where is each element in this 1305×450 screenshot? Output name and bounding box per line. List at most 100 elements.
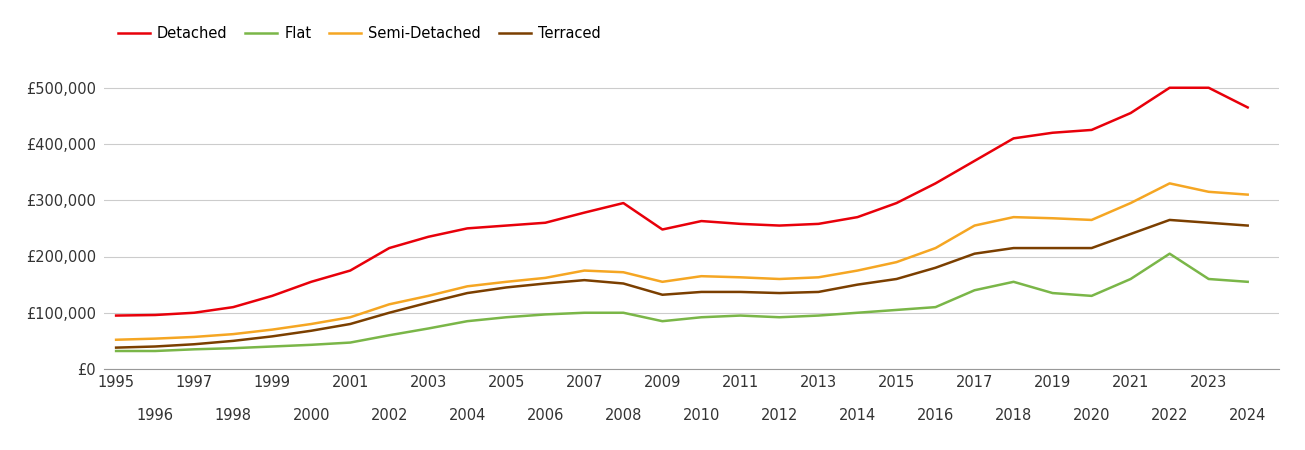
Detached (1083, 127, 1099, 133)
Semi-Detached (226, 331, 241, 337)
Flat (1083, 293, 1099, 299)
Flat (732, 313, 748, 318)
Semi-Detached (499, 279, 514, 284)
Flat (616, 310, 632, 315)
Terraced (693, 289, 709, 295)
Flat (187, 346, 202, 352)
Terraced (967, 251, 983, 256)
Semi-Detached (1045, 216, 1061, 221)
Semi-Detached (538, 275, 553, 281)
Semi-Detached (810, 274, 826, 280)
Semi-Detached (928, 245, 944, 251)
Detached (655, 227, 671, 232)
Line: Semi-Detached: Semi-Detached (116, 184, 1248, 340)
Detached (1201, 85, 1216, 90)
Semi-Detached (616, 270, 632, 275)
Terraced (342, 321, 358, 327)
Semi-Detached (303, 321, 318, 327)
Terraced (732, 289, 748, 295)
Semi-Detached (693, 274, 709, 279)
Terraced (771, 290, 787, 296)
Detached (459, 225, 475, 231)
Text: 2006: 2006 (527, 408, 564, 423)
Detached (889, 200, 904, 206)
Detached (616, 200, 632, 206)
Detached (147, 312, 163, 318)
Legend: Detached, Flat, Semi-Detached, Terraced: Detached, Flat, Semi-Detached, Terraced (112, 20, 607, 47)
Terraced (499, 285, 514, 290)
Detached (108, 313, 124, 318)
Text: 2018: 2018 (994, 408, 1032, 423)
Semi-Detached (265, 327, 281, 332)
Detached (693, 218, 709, 224)
Flat (1122, 276, 1138, 282)
Semi-Detached (1122, 200, 1138, 206)
Detached (810, 221, 826, 226)
Semi-Detached (889, 259, 904, 265)
Terraced (616, 281, 632, 286)
Terraced (265, 333, 281, 339)
Text: 2016: 2016 (917, 408, 954, 423)
Terraced (226, 338, 241, 344)
Terraced (1083, 245, 1099, 251)
Text: 1998: 1998 (214, 408, 252, 423)
Detached (226, 304, 241, 310)
Terraced (187, 342, 202, 347)
Flat (1161, 251, 1177, 256)
Terraced (1045, 245, 1061, 251)
Semi-Detached (732, 274, 748, 280)
Flat (1006, 279, 1022, 284)
Text: 2014: 2014 (839, 408, 876, 423)
Flat (459, 319, 475, 324)
Flat (967, 288, 983, 293)
Flat (1201, 276, 1216, 282)
Detached (732, 221, 748, 226)
Line: Detached: Detached (116, 88, 1248, 315)
Terraced (303, 328, 318, 333)
Semi-Detached (771, 276, 787, 282)
Flat (850, 310, 865, 315)
Semi-Detached (342, 315, 358, 320)
Terraced (108, 345, 124, 350)
Terraced (655, 292, 671, 297)
Text: 2024: 2024 (1229, 408, 1266, 423)
Terraced (381, 310, 397, 315)
Flat (693, 315, 709, 320)
Flat (889, 307, 904, 313)
Terraced (147, 344, 163, 349)
Detached (187, 310, 202, 315)
Terraced (1006, 245, 1022, 251)
Text: 2020: 2020 (1073, 408, 1111, 423)
Semi-Detached (655, 279, 671, 284)
Flat (420, 326, 436, 331)
Flat (381, 333, 397, 338)
Detached (420, 234, 436, 239)
Flat (771, 315, 787, 320)
Terraced (810, 289, 826, 295)
Flat (265, 344, 281, 349)
Semi-Detached (108, 337, 124, 342)
Semi-Detached (1083, 217, 1099, 223)
Flat (810, 313, 826, 318)
Semi-Detached (187, 334, 202, 340)
Terraced (459, 290, 475, 296)
Semi-Detached (147, 336, 163, 341)
Terraced (420, 300, 436, 305)
Detached (499, 223, 514, 228)
Text: 1996: 1996 (137, 408, 174, 423)
Text: 2010: 2010 (683, 408, 720, 423)
Detached (928, 180, 944, 186)
Flat (499, 315, 514, 320)
Detached (1006, 136, 1022, 141)
Flat (342, 340, 358, 345)
Flat (1240, 279, 1255, 284)
Text: 2022: 2022 (1151, 408, 1189, 423)
Detached (265, 293, 281, 299)
Flat (108, 348, 124, 354)
Text: 2002: 2002 (371, 408, 408, 423)
Flat (1045, 290, 1061, 296)
Flat (577, 310, 592, 315)
Terraced (577, 277, 592, 283)
Terraced (1161, 217, 1177, 223)
Detached (381, 245, 397, 251)
